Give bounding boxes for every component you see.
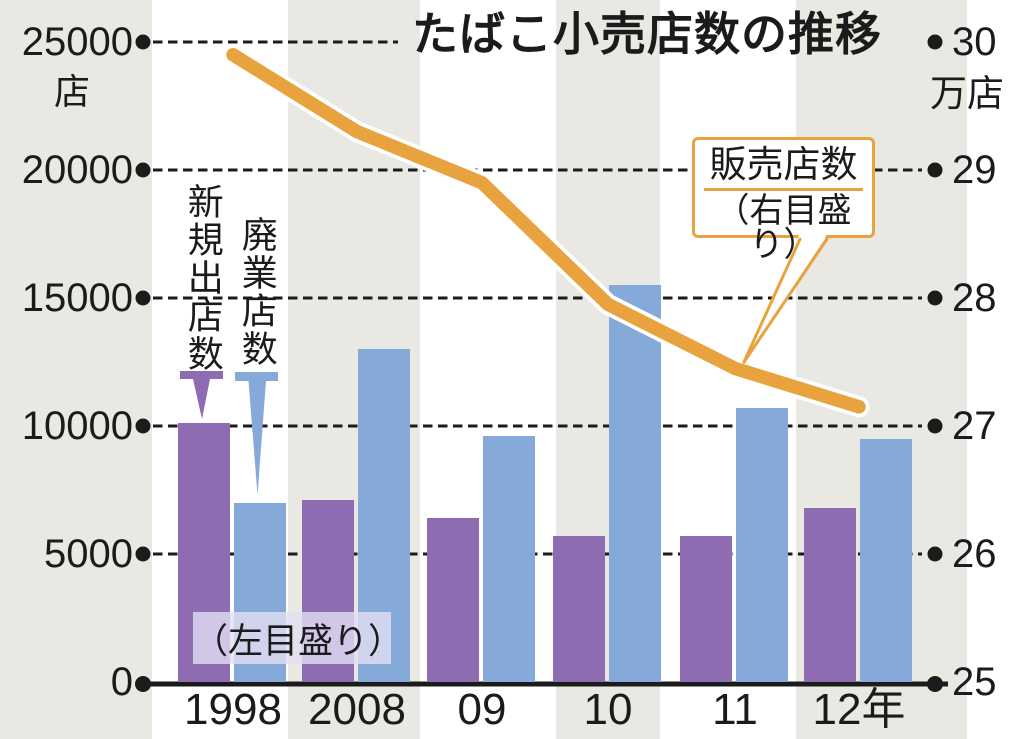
right-axis-tick-25: 25	[952, 660, 997, 704]
bar-new-openings-09	[427, 518, 479, 682]
callout-series-name: 販売店数	[709, 144, 858, 185]
bar-new-openings-10	[553, 536, 605, 682]
series-label-new-openings: 新規出店数	[182, 183, 224, 373]
background-stripe	[967, 0, 1024, 739]
left-axis-unit: 店	[54, 71, 91, 112]
left-axis-tick-25000: 25000	[21, 20, 133, 64]
line-series-callout: 販売店数 （右目盛り）	[692, 137, 875, 262]
bar-closures-12年	[860, 438, 912, 682]
left-axis-tick-20000: 20000	[21, 148, 133, 192]
right-axis-tick-29: 29	[952, 148, 997, 192]
left-axis-tick-5000: 5000	[44, 532, 133, 576]
bar-new-openings-12年	[804, 507, 856, 682]
x-axis-label-11: 11	[712, 685, 758, 734]
left-scale-note: （左目盛り）	[193, 612, 404, 664]
bar-closures-11	[736, 408, 788, 682]
bar-closures-10	[609, 285, 661, 682]
x-axis-label-1998: 1998	[184, 685, 282, 734]
right-axis-tick-30: 30	[952, 20, 997, 64]
right-axis-unit: 万店	[930, 73, 1004, 114]
left-axis-tick-0: 0	[110, 660, 133, 704]
bar-closures-09	[483, 436, 535, 682]
series-label-closures: 廃業店数	[236, 216, 278, 368]
right-axis-tick-28: 28	[952, 276, 997, 320]
x-axis-label-2008: 2008	[308, 685, 406, 734]
bar-new-openings-11	[680, 536, 732, 682]
callout-divider	[704, 188, 863, 191]
left-axis-tick-10000: 10000	[21, 404, 133, 448]
left-axis-tick-15000: 15000	[21, 276, 133, 320]
left-scale-note-text: （左目盛り）	[193, 621, 404, 661]
x-axis-label-12年: 12年	[812, 685, 906, 734]
right-axis-tick-27: 27	[952, 404, 997, 448]
right-axis-tick-26: 26	[952, 532, 997, 576]
x-axis-label-09: 09	[457, 685, 507, 734]
x-axis-label-10: 10	[583, 685, 633, 734]
chart-title: たばこ小売店数の推移	[412, 8, 882, 60]
